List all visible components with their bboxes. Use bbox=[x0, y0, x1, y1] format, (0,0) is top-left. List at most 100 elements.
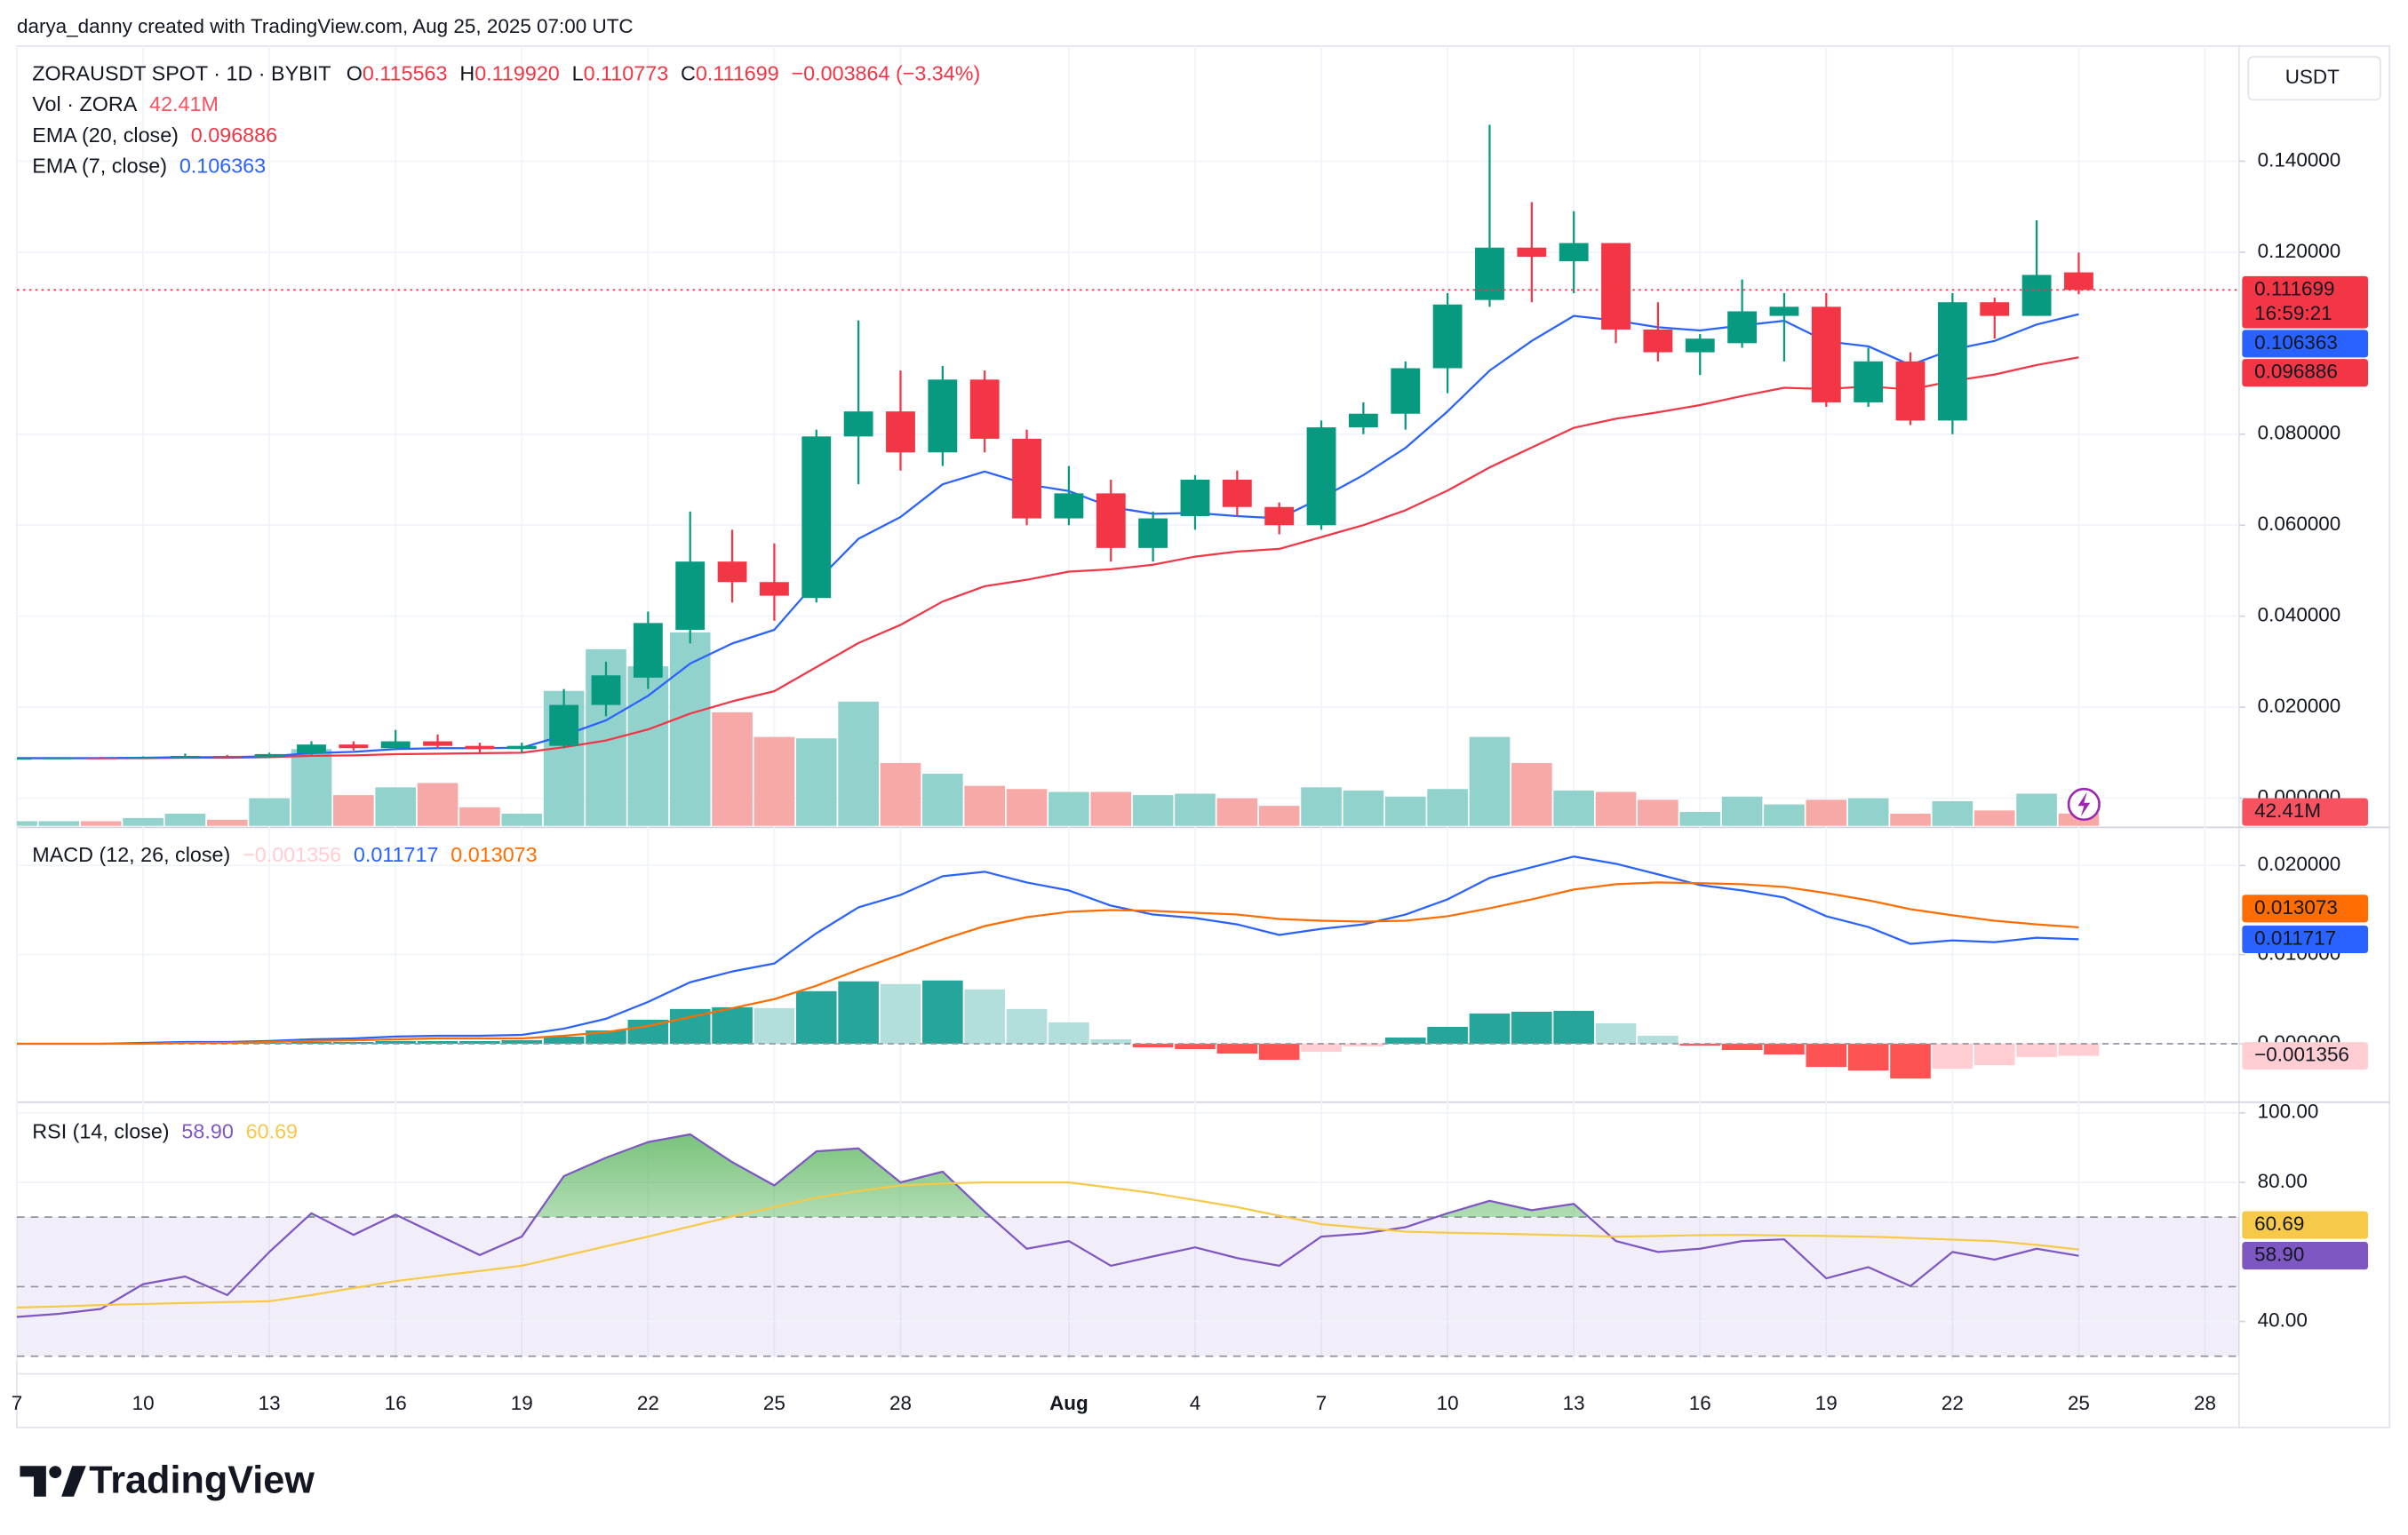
legend-item: 0.111699 bbox=[696, 62, 779, 85]
rsi-label-box bbox=[2242, 1211, 2369, 1239]
volume-bar bbox=[880, 762, 921, 826]
histogram-bar bbox=[1427, 1026, 1468, 1045]
candle-body bbox=[1222, 480, 1252, 507]
candle-body bbox=[2064, 272, 2093, 290]
volume-bar bbox=[712, 712, 753, 826]
x-tick-label: 22 bbox=[1942, 1392, 1964, 1414]
x-tick-label: 19 bbox=[511, 1392, 533, 1414]
volume-bar bbox=[333, 795, 374, 826]
candle-body bbox=[1811, 306, 1841, 402]
volume-bar bbox=[2016, 793, 2057, 826]
histogram-bar bbox=[1301, 1044, 1342, 1053]
volume-bar bbox=[627, 666, 669, 826]
x-tick-label: 16 bbox=[385, 1392, 407, 1414]
histogram-bar bbox=[1973, 1044, 2015, 1066]
macd-label-box bbox=[2242, 925, 2369, 953]
volume-bar bbox=[375, 787, 417, 826]
label-layer: ZORAUSDT SPOT · 1D · BYBIT O0.115563 H0.11… bbox=[32, 62, 2369, 1270]
volume-bar bbox=[1090, 791, 1132, 826]
candle-body bbox=[1391, 368, 1421, 414]
x-tick-label: 19 bbox=[1815, 1392, 1838, 1414]
ema-label-box bbox=[2242, 330, 2369, 358]
legend-item: EMA (7, close) bbox=[32, 155, 167, 178]
macd-label: 0.011717 bbox=[2254, 927, 2336, 949]
histogram-bar bbox=[880, 983, 921, 1045]
legend-item: C bbox=[681, 62, 696, 85]
legend-item: Vol · ZORA bbox=[32, 92, 137, 115]
x-tick-label: 16 bbox=[1689, 1392, 1711, 1414]
candle-body bbox=[380, 741, 411, 749]
legend-item: L bbox=[572, 62, 584, 85]
y-tick-label: 0.080000 bbox=[2258, 422, 2341, 444]
legend-item: 0.013073 bbox=[451, 843, 537, 866]
candle-body bbox=[465, 745, 495, 750]
candle-body bbox=[717, 561, 747, 583]
legend-item: 0.110773 bbox=[584, 62, 669, 85]
macd-line bbox=[17, 881, 2079, 1046]
histogram-bar bbox=[1595, 1022, 1637, 1045]
currency-box bbox=[2247, 56, 2381, 101]
volume-bar bbox=[922, 773, 963, 826]
volume-label-box bbox=[2242, 798, 2369, 826]
candle-body bbox=[128, 757, 158, 760]
candle-body bbox=[843, 411, 873, 437]
histogram-bar bbox=[1553, 1010, 1594, 1045]
y-tick-label: 0.040000 bbox=[2258, 604, 2341, 626]
volume-bar bbox=[17, 821, 37, 826]
last-price-label-box bbox=[2242, 275, 2369, 329]
ema-label: 0.096886 bbox=[2254, 361, 2338, 383]
histogram-label-box bbox=[2242, 1042, 2369, 1070]
volume-bar bbox=[501, 813, 543, 826]
credit: darya_danny created with TradingView.com… bbox=[17, 15, 634, 37]
volume-bar bbox=[1932, 800, 1973, 826]
candle-body bbox=[1980, 302, 2010, 316]
y-tick-label: 80.00 bbox=[2258, 1170, 2308, 1192]
rsi-label-box bbox=[2242, 1242, 2369, 1270]
histogram-bar bbox=[2058, 1044, 2100, 1056]
volume-label: 42.41M bbox=[2254, 799, 2321, 822]
histogram-bar bbox=[838, 981, 879, 1045]
candle-body bbox=[928, 379, 958, 453]
histogram-bar bbox=[1343, 1044, 1384, 1047]
candle-body bbox=[339, 744, 369, 749]
volume-bar bbox=[753, 736, 795, 826]
candle-body bbox=[506, 745, 537, 750]
histogram-bar bbox=[1932, 1044, 1973, 1070]
y-tick-label: 0.140000 bbox=[2258, 148, 2341, 171]
volume-bar bbox=[291, 749, 332, 826]
legend-item: 0.011717 bbox=[354, 843, 439, 866]
x-tick-label: 25 bbox=[763, 1392, 785, 1414]
macd-label-box bbox=[2242, 895, 2369, 923]
volume-bar bbox=[1553, 790, 1594, 826]
candle-body bbox=[254, 753, 284, 758]
volume-bar bbox=[249, 798, 290, 826]
histogram-bar bbox=[964, 989, 1006, 1045]
histogram-bar bbox=[753, 1007, 795, 1045]
candle-body bbox=[1138, 518, 1168, 548]
histogram-bar bbox=[1764, 1044, 1805, 1055]
candle-body bbox=[1854, 361, 1884, 402]
histogram-bar bbox=[922, 980, 963, 1045]
candle-body bbox=[633, 623, 663, 678]
volume-bar bbox=[1511, 762, 1552, 826]
legend: ZORAUSDT SPOT · 1D · BYBIT O0.115563 H0.11… bbox=[32, 62, 980, 85]
volume-bar bbox=[795, 738, 837, 826]
candle-body bbox=[1643, 329, 1673, 353]
logo-slash bbox=[61, 1466, 86, 1497]
candle-body bbox=[1937, 302, 1967, 421]
candle-body bbox=[171, 755, 200, 758]
y-tick-label: 0.020000 bbox=[2258, 853, 2341, 875]
volume-bar bbox=[1427, 789, 1468, 826]
candle-body bbox=[86, 757, 116, 760]
candle-body bbox=[1306, 427, 1336, 526]
histogram-bar bbox=[375, 1041, 417, 1045]
histogram-bar bbox=[1258, 1044, 1300, 1061]
legend-item: −0.001356 bbox=[243, 843, 341, 866]
histogram-bar bbox=[1132, 1044, 1174, 1048]
volume-bar bbox=[1890, 813, 1931, 826]
volume-bar bbox=[1806, 799, 1847, 826]
volume-bar bbox=[1343, 790, 1384, 826]
volume-bar bbox=[1973, 810, 2015, 826]
rsi-label: 60.69 bbox=[2254, 1213, 2304, 1235]
